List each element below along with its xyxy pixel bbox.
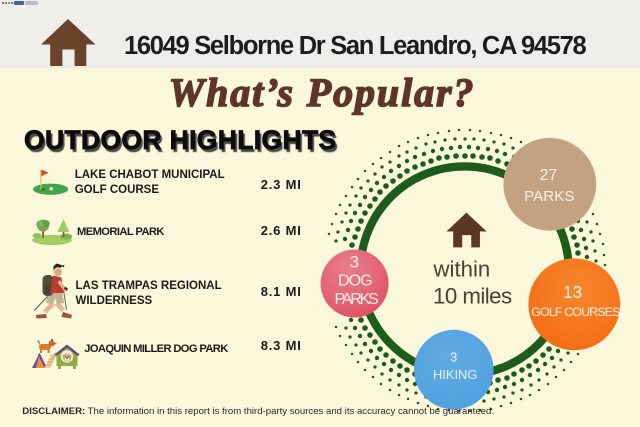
svg-text:3: 3 (450, 350, 457, 365)
svg-text:DOG: DOG (338, 273, 372, 290)
svg-text:10 miles: 10 miles (433, 283, 512, 308)
svg-text:HIKING: HIKING (433, 367, 477, 382)
svg-text:PARKS: PARKS (524, 188, 574, 205)
svg-text:27: 27 (540, 167, 558, 184)
svg-text:3: 3 (350, 253, 359, 272)
svg-text:GOLF COURSES: GOLF COURSES (531, 305, 620, 319)
svg-text:within: within (433, 257, 491, 282)
svg-text:13: 13 (563, 282, 582, 302)
svg-text:PARKS: PARKS (334, 291, 378, 308)
